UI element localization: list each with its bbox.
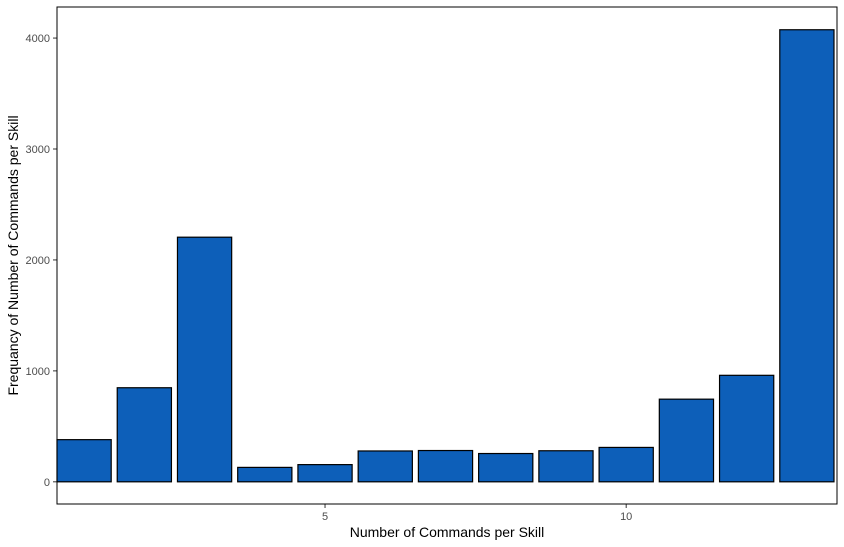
plot-panel-border [56, 6, 838, 505]
y-tick-label: 2000 [26, 255, 50, 267]
bar-3 [176, 236, 233, 483]
bar-11 [658, 398, 715, 483]
x-tick-label: 5 [322, 511, 328, 523]
x-tick-label: 10 [620, 511, 632, 523]
bar-7 [417, 449, 474, 483]
y-tick-label: 3000 [26, 144, 50, 156]
bar-6 [357, 450, 413, 483]
bar-2 [116, 387, 173, 483]
bar-4 [237, 466, 293, 483]
bar-13 [779, 29, 835, 483]
x-axis-ticks: 5 10 [322, 504, 632, 523]
bar-9 [538, 450, 594, 483]
bar-1 [56, 439, 112, 483]
bars-group [56, 29, 835, 483]
y-axis-title: Frequancy of Number of Commands per Skil… [5, 115, 21, 395]
y-axis-ticks: 0 1000 2000 3000 4000 [26, 33, 57, 489]
bar-8 [478, 452, 534, 483]
x-axis-title: Number of Commands per Skill [350, 524, 545, 540]
y-tick-label: 4000 [26, 33, 50, 45]
bar-5 [297, 464, 353, 483]
y-tick-label: 0 [44, 477, 50, 489]
y-tick-label: 1000 [26, 366, 50, 378]
bar-12 [718, 374, 775, 483]
bar-10 [598, 446, 654, 483]
